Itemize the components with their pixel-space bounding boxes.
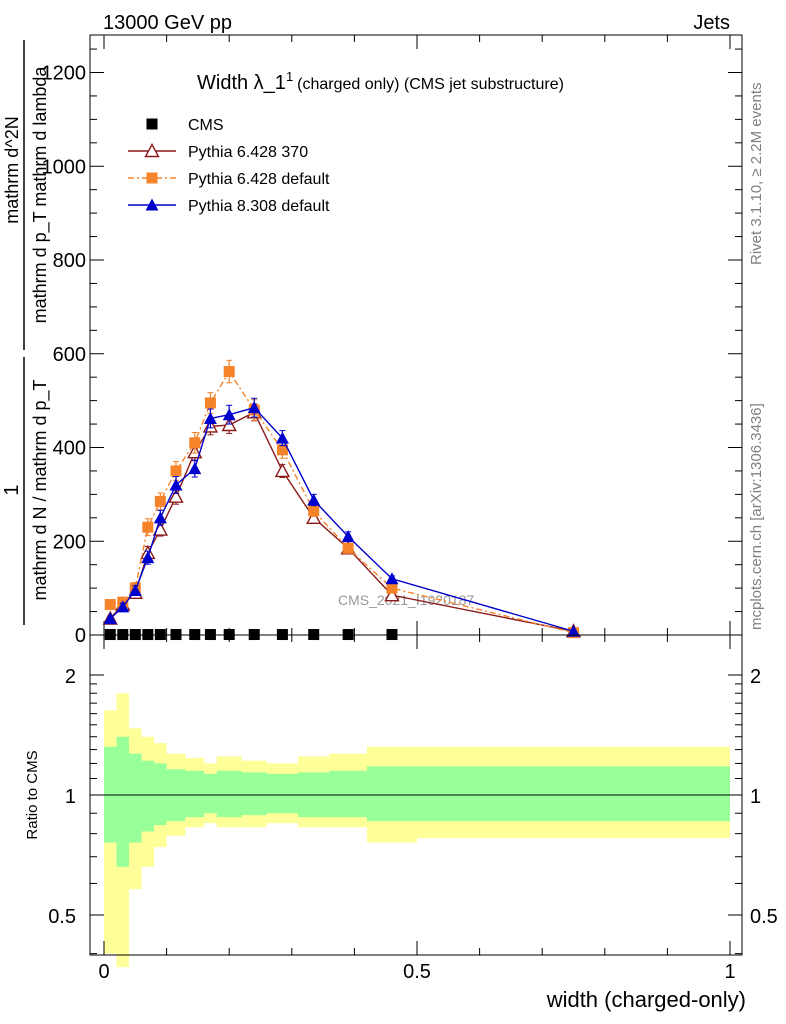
y-tick-label: 600 bbox=[53, 344, 86, 366]
point-pythia-8-308-default bbox=[116, 600, 130, 613]
x-tick-label: 0.5 bbox=[403, 961, 431, 983]
y-tick-label: 0 bbox=[75, 625, 86, 647]
y-axis-label-dn-dpt: mathrm d N / mathrm d p_T bbox=[30, 379, 51, 600]
point-pythia-6-428-default bbox=[276, 444, 288, 456]
x-tick-label: 0 bbox=[98, 961, 109, 983]
point-pythia-6-428-default bbox=[104, 599, 116, 611]
point-pythia-6-428-default bbox=[146, 172, 158, 184]
ratio-ticks bbox=[90, 635, 742, 955]
legend-label-cms: CMS bbox=[188, 117, 224, 134]
y-axis-label-one: 1 bbox=[1, 484, 23, 495]
point-pythia-6-428-default bbox=[223, 366, 235, 378]
ratio-y-tick-label-left: 0.5 bbox=[48, 906, 76, 928]
y-tick-label: 400 bbox=[53, 438, 86, 460]
y-tick-label: 1200 bbox=[42, 63, 87, 85]
point-pythia-6-428-370 bbox=[144, 143, 160, 158]
point-pythia-8-308-default bbox=[188, 462, 202, 475]
ratio-y-tick-label-left: 2 bbox=[65, 666, 76, 688]
x-tick-label: 1 bbox=[724, 961, 735, 983]
legend-item-pythia-6-428-default: Pythia 6.428 default bbox=[128, 171, 330, 188]
point-pythia-8-308-default bbox=[203, 411, 217, 424]
svg-text:Width λ_11(charged only) (CMS: Width λ_11 (charged only) (CMS jet substr… bbox=[197, 69, 564, 94]
point-cms bbox=[146, 118, 158, 130]
point-pythia-8-308-default bbox=[341, 530, 355, 543]
ratio-band-outer bbox=[104, 693, 730, 968]
chart-title-main: Width λ_1 bbox=[197, 72, 286, 94]
legend-item-cms: CMS bbox=[146, 117, 224, 134]
point-pythia-8-308-default bbox=[153, 511, 167, 524]
point-pythia-8-308-default bbox=[222, 408, 236, 421]
ratio-axis-label: Ratio to CMS bbox=[24, 750, 41, 839]
ratio-y-tick-label-right: 1 bbox=[750, 786, 761, 808]
point-pythia-8-308-default bbox=[103, 612, 117, 625]
point-pythia-8-308-default bbox=[275, 431, 289, 444]
y-axis-label-dpt-dlambda: mathrm d p_T mathrm d lambda bbox=[30, 66, 51, 324]
point-pythia-6-428-default bbox=[386, 582, 398, 594]
point-pythia-8-308-default bbox=[307, 493, 321, 506]
y-axis-label: 1 mathrm d N / mathrm d p_T mathrm d^2N … bbox=[1, 40, 51, 625]
rivet-version-label: Rivet 3.1.10, ≥ 2.2M events bbox=[748, 83, 765, 266]
legend-label-pythia-6-428-370: Pythia 6.428 370 bbox=[188, 144, 308, 161]
point-pythia-6-428-default bbox=[142, 521, 154, 533]
y-axis-label-d2n: mathrm d^2N bbox=[2, 116, 22, 223]
point-pythia-8-308-default bbox=[247, 401, 261, 414]
legend-label-pythia-6-428-default: Pythia 6.428 default bbox=[188, 171, 330, 188]
point-pythia-6-428-default bbox=[342, 542, 354, 554]
chart-title: Width λ_11 (charged only) (CMS jet substr… bbox=[197, 69, 564, 94]
point-pythia-8-308-default bbox=[169, 478, 183, 491]
point-pythia-6-428-default bbox=[308, 505, 320, 517]
point-pythia-6-428-370 bbox=[168, 488, 184, 503]
ratio-bands bbox=[104, 693, 730, 968]
chart-title-suffix: (charged only) (CMS jet substructure) bbox=[297, 76, 564, 93]
ratio-y-tick-label-right: 0.5 bbox=[750, 906, 778, 928]
mcplots-label: mcplots.cern.ch [arXiv:1306.3436] bbox=[748, 403, 765, 630]
legend-item-pythia-8-308-default: Pythia 8.308 default bbox=[128, 198, 330, 215]
x-tick-labels: 0 0.5 1 bbox=[98, 961, 735, 983]
legend: CMS Pythia 6.428 370 Pythia 6.428 default P… bbox=[128, 117, 330, 215]
point-pythia-6-428-370 bbox=[274, 462, 291, 478]
legend-item-pythia-6-428-370: Pythia 6.428 370 bbox=[128, 143, 308, 161]
main-ticks bbox=[90, 35, 742, 636]
ratio-ytick-labels: 0.5 0.5 1 1 2 2 bbox=[48, 666, 778, 928]
main-ytick-labels: 0 200 400 600 800 1000 1200 bbox=[42, 63, 87, 648]
point-pythia-6-428-370 bbox=[384, 587, 400, 602]
ratio-y-tick-label-left: 1 bbox=[65, 786, 76, 808]
y-tick-label: 200 bbox=[53, 531, 86, 553]
ratio-y-tick-label-right: 2 bbox=[750, 666, 761, 688]
point-pythia-6-428-default bbox=[154, 495, 166, 507]
legend-label-pythia-8-308-default: Pythia 8.308 default bbox=[188, 198, 330, 215]
point-pythia-8-308-default bbox=[385, 572, 399, 585]
y-tick-label: 1000 bbox=[42, 156, 87, 178]
series-pythia-8-308-default bbox=[103, 397, 580, 637]
y-tick-label: 800 bbox=[53, 250, 86, 272]
x-axis-label: width (charged-only) bbox=[546, 987, 746, 1012]
watermark: CMS_2021_I1920187 bbox=[338, 592, 474, 608]
chart-title-superscript: 1 bbox=[286, 69, 293, 84]
header-energy-label: 13000 GeV pp bbox=[103, 12, 232, 34]
ratio-panel: 0.5 0.5 1 1 2 2 Ratio to CMS bbox=[24, 634, 778, 968]
ratio-band-inner bbox=[104, 736, 730, 867]
point-pythia-8-308-default bbox=[145, 198, 159, 211]
point-pythia-8-308-default bbox=[141, 551, 155, 564]
point-pythia-8-308-default bbox=[128, 583, 142, 596]
point-pythia-6-428-default bbox=[204, 397, 216, 409]
point-pythia-6-428-default bbox=[170, 465, 182, 477]
header-jets-label: Jets bbox=[693, 12, 730, 34]
point-pythia-6-428-default bbox=[189, 437, 201, 449]
point-pythia-6-428-370 bbox=[306, 509, 322, 525]
point-pythia-8-308-default bbox=[567, 624, 580, 637]
